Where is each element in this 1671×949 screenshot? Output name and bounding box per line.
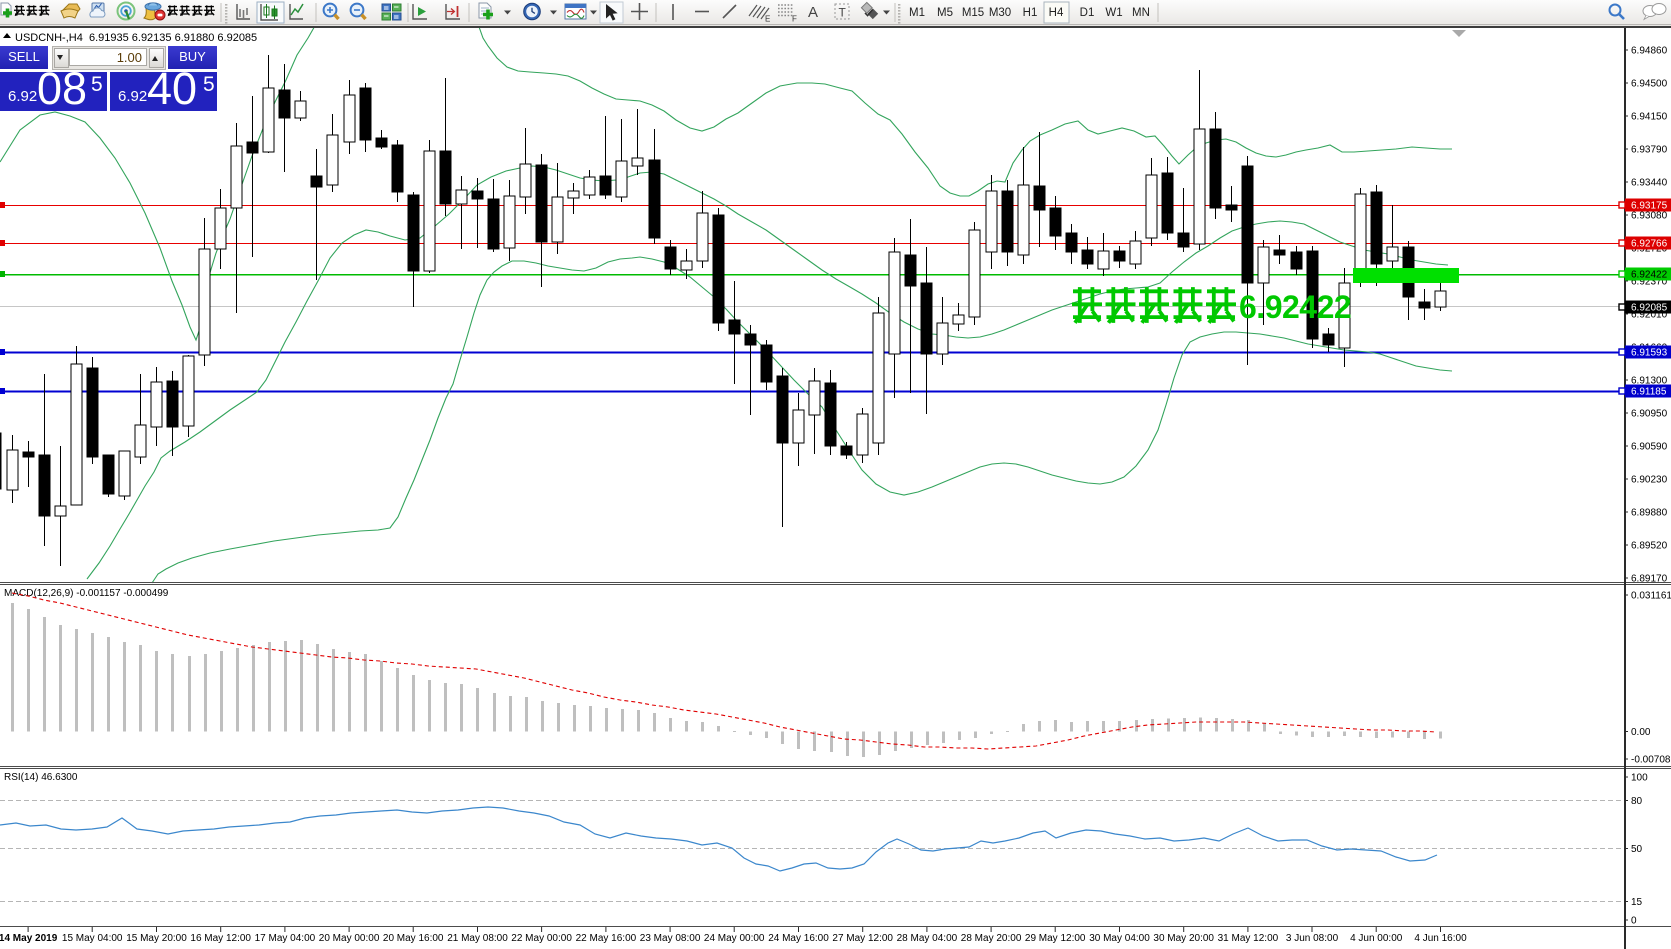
svg-text:E: E (765, 15, 770, 24)
svg-text:30 May 20:00: 30 May 20:00 (1153, 933, 1214, 944)
svg-text:T: T (839, 6, 847, 20)
svg-text:6.94860: 6.94860 (1631, 46, 1668, 57)
svg-text:24 May 16:00: 24 May 16:00 (768, 933, 829, 944)
svg-text:6.91300: 6.91300 (1631, 376, 1668, 387)
svg-text:6.94500: 6.94500 (1631, 79, 1668, 90)
svg-text:15 May 20:00: 15 May 20:00 (126, 933, 187, 944)
svg-text:6.94150: 6.94150 (1631, 112, 1668, 123)
svg-text:MACD(12,26,9) -0.001157 -0.000: MACD(12,26,9) -0.001157 -0.000499 (4, 588, 169, 599)
svg-text:6.92766: 6.92766 (1631, 239, 1668, 250)
svg-text:RSI(14) 46.6300: RSI(14) 46.6300 (4, 772, 78, 783)
svg-text:22 May 00:00: 22 May 00:00 (511, 933, 572, 944)
svg-text:20 May 16:00: 20 May 16:00 (383, 933, 444, 944)
svg-text:6.93080: 6.93080 (1631, 211, 1668, 222)
svg-text:-0.007082: -0.007082 (1631, 755, 1671, 766)
svg-text:6.92422: 6.92422 (1631, 270, 1668, 281)
svg-text:31 May 12:00: 31 May 12:00 (1218, 933, 1279, 944)
svg-text:H1: H1 (1023, 7, 1038, 19)
svg-text:M1: M1 (909, 7, 925, 19)
svg-text:6.89880: 6.89880 (1631, 508, 1668, 519)
svg-text:4 Jun 00:00: 4 Jun 00:00 (1350, 933, 1403, 944)
svg-text:6.90950: 6.90950 (1631, 409, 1668, 420)
svg-text:6.93440: 6.93440 (1631, 178, 1668, 189)
svg-text:USDCNH-,H4 6.91935 6.92135 6.: USDCNH-,H4 6.91935 6.92135 6.91880 6.920… (15, 32, 257, 44)
svg-text:M15: M15 (962, 7, 984, 19)
svg-text:D1: D1 (1080, 7, 1095, 19)
svg-text:16 May 12:00: 16 May 12:00 (190, 933, 251, 944)
svg-text:6.93175: 6.93175 (1631, 201, 1668, 212)
svg-text:30 May 04:00: 30 May 04:00 (1089, 933, 1150, 944)
svg-text:14 May 2019: 14 May 2019 (0, 933, 58, 944)
svg-text:6.92010: 6.92010 (1631, 310, 1668, 321)
svg-text:27 May 12:00: 27 May 12:00 (832, 933, 893, 944)
svg-text:0.00: 0.00 (1631, 727, 1651, 738)
svg-text:MN: MN (1132, 7, 1150, 19)
svg-text:6.90230: 6.90230 (1631, 475, 1668, 486)
svg-text:15 May 04:00: 15 May 04:00 (62, 933, 123, 944)
svg-text:6.91185: 6.91185 (1631, 387, 1667, 398)
svg-text:20 May 00:00: 20 May 00:00 (319, 933, 380, 944)
svg-text:23 May 08:00: 23 May 08:00 (640, 933, 701, 944)
svg-text:H4: H4 (1049, 7, 1064, 19)
svg-text:M30: M30 (989, 7, 1011, 19)
svg-text:80: 80 (1631, 796, 1643, 807)
svg-text:M5: M5 (937, 7, 953, 19)
svg-text:6.93790: 6.93790 (1631, 145, 1668, 156)
svg-text:17 May 04:00: 17 May 04:00 (255, 933, 316, 944)
svg-text:50: 50 (1631, 844, 1643, 855)
svg-text:A: A (808, 4, 818, 21)
svg-text:F: F (792, 15, 797, 24)
svg-text:3 Jun 08:00: 3 Jun 08:00 (1286, 933, 1339, 944)
svg-text:28 May 04:00: 28 May 04:00 (897, 933, 958, 944)
svg-text:0: 0 (1631, 916, 1637, 927)
svg-text:6.92370: 6.92370 (1631, 277, 1668, 288)
svg-text:100: 100 (1631, 773, 1648, 784)
svg-text:24 May 00:00: 24 May 00:00 (704, 933, 765, 944)
svg-text:W1: W1 (1105, 7, 1122, 19)
svg-text:6.89520: 6.89520 (1631, 541, 1668, 552)
svg-text:6.92422: 6.92422 (1239, 289, 1351, 325)
svg-text:15: 15 (1631, 897, 1643, 908)
svg-text:6.91593: 6.91593 (1631, 348, 1668, 359)
svg-text:6.89170: 6.89170 (1631, 574, 1668, 585)
svg-text:0.031161: 0.031161 (1631, 591, 1671, 602)
svg-text:29 May 12:00: 29 May 12:00 (1025, 933, 1086, 944)
svg-text:6.90590: 6.90590 (1631, 442, 1668, 453)
svg-text:22 May 16:00: 22 May 16:00 (576, 933, 637, 944)
svg-text:6.92085: 6.92085 (1631, 303, 1668, 314)
svg-text:21 May 08:00: 21 May 08:00 (447, 933, 508, 944)
svg-text:28 May 20:00: 28 May 20:00 (961, 933, 1022, 944)
svg-text:4 Jun 16:00: 4 Jun 16:00 (1414, 933, 1467, 944)
